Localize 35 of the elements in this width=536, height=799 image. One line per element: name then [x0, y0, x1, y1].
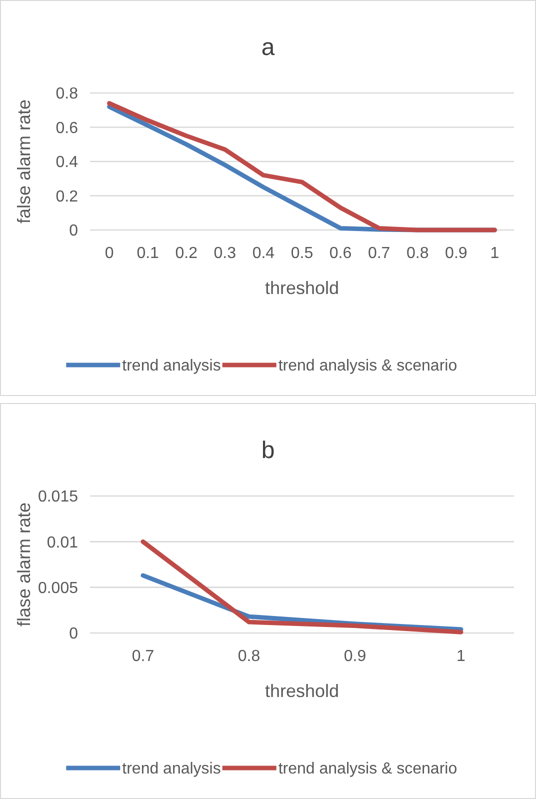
- y-axis-title: false alarm rate: [14, 99, 34, 224]
- legend-label: trend analysis: [122, 358, 221, 375]
- x-tick-label: 0.7: [368, 245, 390, 262]
- y-tick-label: 0: [69, 626, 78, 643]
- y-tick-label: 0.2: [56, 188, 78, 206]
- legend-label: trend analysis & scenario: [278, 358, 458, 375]
- y-tick-label: 0.6: [56, 120, 78, 137]
- x-tick-label: 0.2: [175, 245, 198, 262]
- x-tick-label: 0.4: [252, 245, 275, 262]
- x-tick-label: 0.5: [290, 245, 314, 262]
- y-tick-label: 0.005: [38, 580, 78, 597]
- x-tick-label: 0: [104, 245, 114, 262]
- y-tick-label: 0.8: [56, 86, 78, 103]
- y-tick-label: 0.015: [38, 488, 78, 506]
- x-tick-label: 1: [490, 245, 500, 262]
- x-axis-title: threshold: [264, 681, 340, 701]
- chart-title: b: [261, 437, 275, 464]
- x-axis-title: threshold: [264, 278, 340, 298]
- legend-label: trend analysis: [122, 760, 221, 778]
- x-tick-label: 0.9: [344, 648, 366, 665]
- y-tick-label: 0.4: [56, 154, 78, 172]
- x-tick-label: 0.6: [329, 245, 352, 262]
- x-tick-label: 1: [456, 648, 466, 665]
- x-tick-label: 0.8: [238, 648, 260, 665]
- line-series: [140, 539, 464, 634]
- x-tick-label: 0.9: [445, 245, 468, 262]
- x-tick-label: 0.8: [406, 245, 429, 262]
- chart-title: a: [261, 34, 276, 61]
- x-tick-label: 0.7: [132, 648, 154, 665]
- y-tick-label: 0: [69, 222, 78, 240]
- y-axis-title: flase alarm rate: [14, 502, 34, 627]
- x-tick-label: 0.1: [136, 245, 160, 262]
- x-tick-label: 0.3: [214, 245, 236, 262]
- y-tick-label: 0.01: [46, 534, 78, 552]
- legend-label: trend analysis & scenario: [278, 760, 458, 778]
